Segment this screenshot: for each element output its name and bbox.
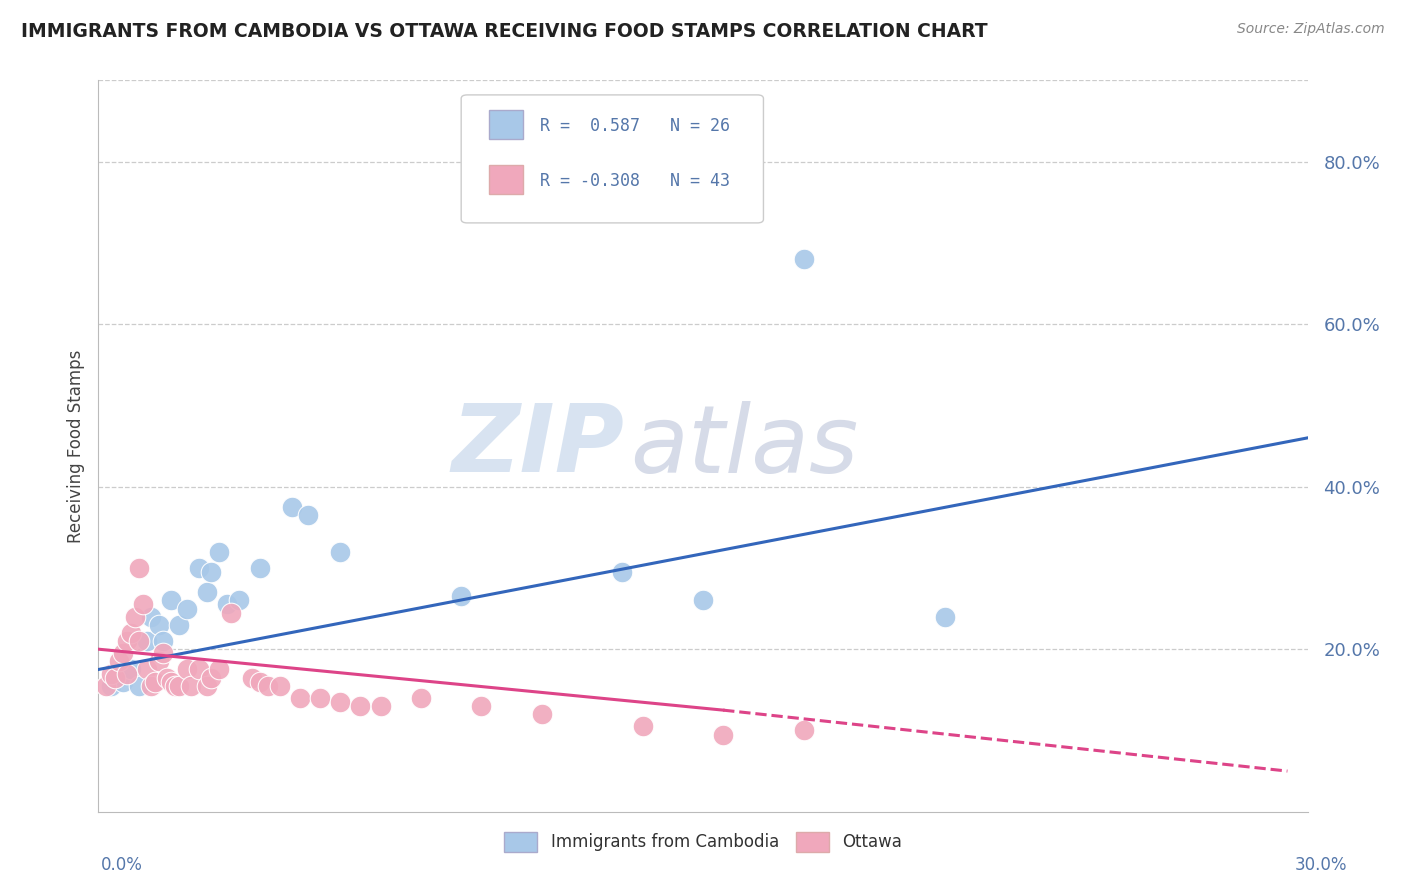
- Point: [107, 654, 129, 668]
- Point: [256, 679, 278, 693]
- Point: [103, 671, 125, 685]
- Point: [176, 663, 198, 677]
- Point: [148, 654, 170, 668]
- Point: [288, 690, 311, 705]
- Point: [111, 674, 134, 689]
- Text: ZIP: ZIP: [451, 400, 624, 492]
- Point: [160, 593, 183, 607]
- Point: [195, 585, 218, 599]
- Point: [115, 666, 138, 681]
- Text: 30.0%: 30.0%: [1295, 855, 1347, 873]
- Point: [180, 679, 202, 693]
- Point: [249, 561, 271, 575]
- Point: [470, 699, 492, 714]
- Point: [612, 565, 634, 579]
- Text: R = -0.308   N = 43: R = -0.308 N = 43: [540, 172, 730, 190]
- Point: [228, 593, 250, 607]
- FancyBboxPatch shape: [489, 110, 523, 139]
- Legend: Immigrants from Cambodia, Ottawa: Immigrants from Cambodia, Ottawa: [498, 826, 908, 858]
- Point: [249, 674, 271, 689]
- Point: [132, 598, 155, 612]
- Point: [135, 663, 157, 677]
- Point: [128, 679, 150, 693]
- FancyBboxPatch shape: [489, 165, 523, 194]
- Point: [156, 671, 179, 685]
- Point: [100, 666, 122, 681]
- Point: [297, 508, 319, 522]
- Point: [115, 634, 138, 648]
- Point: [135, 634, 157, 648]
- Point: [217, 598, 239, 612]
- Point: [195, 679, 218, 693]
- Point: [139, 679, 162, 693]
- Point: [309, 690, 332, 705]
- Point: [269, 679, 291, 693]
- Point: [208, 544, 231, 558]
- Point: [200, 671, 222, 685]
- Point: [160, 674, 183, 689]
- Point: [329, 695, 352, 709]
- Point: [793, 252, 815, 266]
- Point: [128, 561, 150, 575]
- Y-axis label: Receiving Food Stamps: Receiving Food Stamps: [66, 350, 84, 542]
- Point: [111, 646, 134, 660]
- Point: [409, 690, 432, 705]
- Point: [934, 609, 956, 624]
- Point: [163, 679, 186, 693]
- Point: [139, 609, 162, 624]
- FancyBboxPatch shape: [461, 95, 763, 223]
- Text: atlas: atlas: [630, 401, 859, 491]
- Point: [176, 601, 198, 615]
- Point: [167, 679, 190, 693]
- Point: [793, 723, 815, 738]
- Point: [100, 679, 122, 693]
- Point: [152, 646, 174, 660]
- Point: [631, 719, 654, 733]
- Point: [167, 617, 190, 632]
- Point: [221, 606, 243, 620]
- Point: [188, 663, 211, 677]
- Text: 0.0%: 0.0%: [101, 855, 143, 873]
- Point: [281, 500, 304, 514]
- Point: [96, 679, 118, 693]
- Point: [329, 544, 352, 558]
- Text: R =  0.587   N = 26: R = 0.587 N = 26: [540, 118, 730, 136]
- Point: [120, 626, 142, 640]
- Point: [120, 663, 142, 677]
- Point: [530, 707, 553, 722]
- Text: Source: ZipAtlas.com: Source: ZipAtlas.com: [1237, 22, 1385, 37]
- Point: [450, 590, 472, 604]
- Point: [370, 699, 392, 714]
- Point: [143, 674, 166, 689]
- Point: [148, 617, 170, 632]
- Point: [240, 671, 263, 685]
- Point: [188, 561, 211, 575]
- Point: [128, 634, 150, 648]
- Point: [200, 565, 222, 579]
- Point: [692, 593, 714, 607]
- Text: IMMIGRANTS FROM CAMBODIA VS OTTAWA RECEIVING FOOD STAMPS CORRELATION CHART: IMMIGRANTS FROM CAMBODIA VS OTTAWA RECEI…: [21, 22, 987, 41]
- Point: [124, 609, 146, 624]
- Point: [208, 663, 231, 677]
- Point: [711, 727, 734, 741]
- Point: [152, 634, 174, 648]
- Point: [349, 699, 371, 714]
